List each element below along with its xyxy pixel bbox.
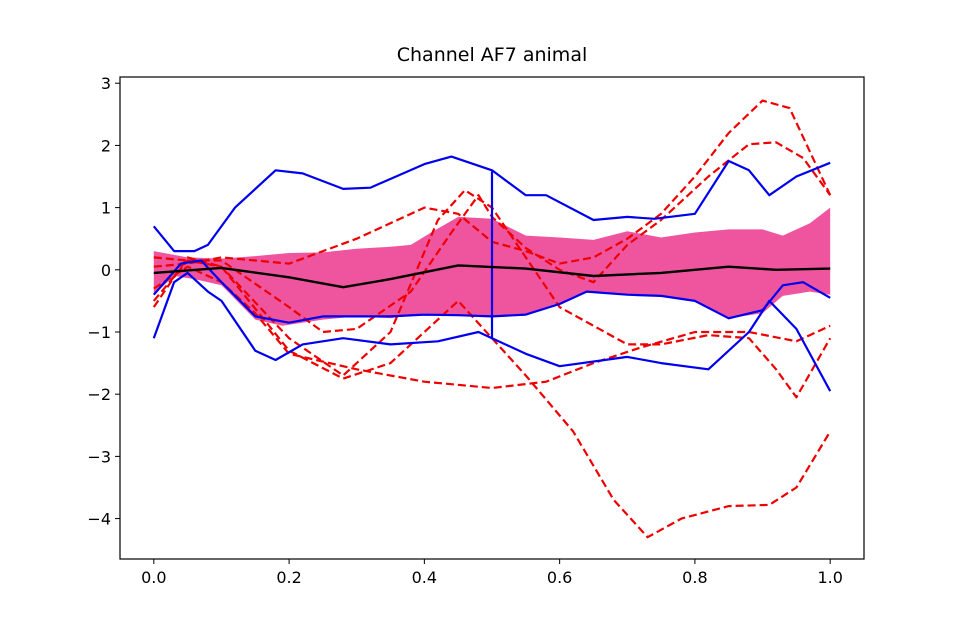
mean-line bbox=[153, 264, 831, 289]
red-dashed-line-3 bbox=[153, 141, 832, 334]
x-tick-label: 1.0 bbox=[817, 568, 842, 587]
y-tick-label: −1 bbox=[87, 323, 111, 342]
y-tick-label: −2 bbox=[87, 385, 111, 404]
plot-frame bbox=[119, 76, 865, 560]
blue-line-4 bbox=[152, 259, 831, 324]
blue-line-3 bbox=[152, 271, 832, 392]
red-dashed-lines bbox=[152, 99, 832, 539]
y-tick-label: −4 bbox=[87, 510, 111, 529]
x-tick-label: 0.6 bbox=[547, 568, 572, 587]
y-tick-label: 2 bbox=[101, 136, 111, 155]
blue-lines bbox=[152, 155, 832, 392]
red-dashed-line-4 bbox=[153, 265, 831, 390]
y-tick-label: 3 bbox=[101, 74, 111, 93]
red-dashed-line-5 bbox=[153, 99, 832, 268]
red-dashed-line-2 bbox=[152, 189, 832, 399]
x-tick-label: 0.4 bbox=[412, 568, 437, 587]
mean-line-layer bbox=[153, 264, 831, 289]
blue-line-1 bbox=[152, 155, 831, 253]
y-tick-label: 1 bbox=[101, 199, 111, 218]
x-axis: 0.0 0.2 0.4 0.6 0.8 1.0 bbox=[141, 559, 843, 587]
x-tick-label: 0.0 bbox=[141, 568, 166, 587]
x-tick-label: 0.8 bbox=[682, 568, 707, 587]
y-axis: 3 2 1 0 −1 −2 −3 −4 bbox=[87, 74, 120, 529]
y-tick-label: −3 bbox=[87, 447, 111, 466]
chart-title: Channel AF7 animal bbox=[397, 44, 588, 66]
y-tick-label: 0 bbox=[101, 261, 111, 280]
plot-area bbox=[119, 76, 865, 560]
red-dashed-line-1 bbox=[152, 256, 832, 539]
x-tick-label: 0.2 bbox=[276, 568, 301, 587]
